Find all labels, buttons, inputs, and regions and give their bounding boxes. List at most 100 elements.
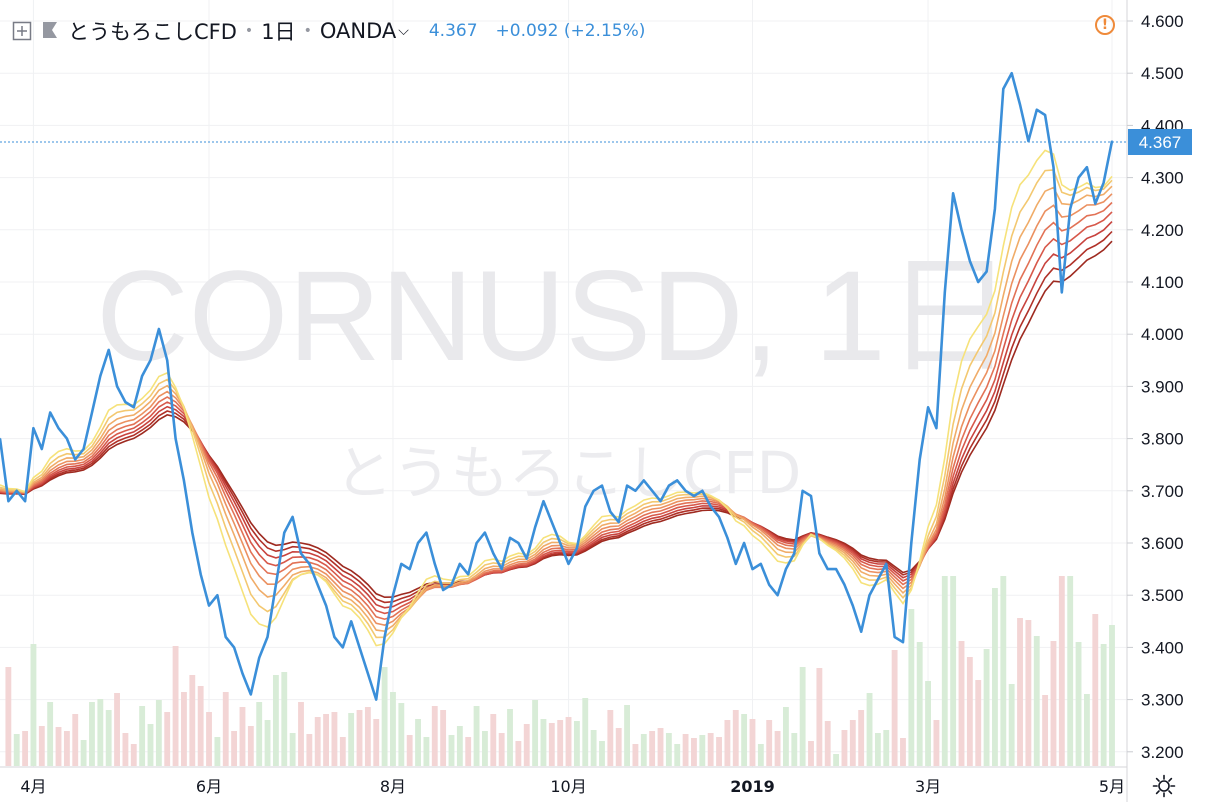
volume-bar <box>456 726 463 766</box>
volume-bar <box>523 724 530 766</box>
flag-icon[interactable] <box>42 21 58 41</box>
price-point <box>41 448 43 450</box>
time-axis[interactable]: 4月6月8月10月20193月5月7月 <box>20 777 1206 796</box>
price-point <box>283 531 286 534</box>
volume-bar <box>640 734 647 766</box>
volume-bar <box>63 731 70 766</box>
price-point <box>626 484 628 487</box>
volume-bar <box>197 686 204 766</box>
volume-bar <box>47 702 54 766</box>
volume-bar <box>833 754 840 766</box>
price-point <box>751 568 754 570</box>
price-point <box>1094 202 1097 205</box>
price-point <box>383 636 386 638</box>
volume-bar <box>398 703 405 766</box>
crosshair-add-icon[interactable] <box>12 21 32 41</box>
volume-bar <box>682 734 689 766</box>
volume-bar <box>1083 694 1090 766</box>
x-tick-label: 8月 <box>380 777 406 796</box>
price-point <box>885 563 888 565</box>
price-point <box>250 693 252 696</box>
volume-bar <box>1050 641 1057 766</box>
price-point <box>408 568 411 570</box>
price-point <box>877 578 879 581</box>
volume-bar <box>1067 576 1074 766</box>
volume-bar <box>231 731 238 766</box>
volume-bar <box>741 714 748 766</box>
volume-bar <box>331 712 338 766</box>
y-tick-label: 3.500 <box>1141 586 1184 605</box>
price-point <box>199 573 202 576</box>
volume-bar <box>97 699 104 766</box>
volume-bar <box>1000 576 1007 766</box>
price-point <box>960 229 963 231</box>
price-point <box>693 495 695 497</box>
price-point <box>567 563 570 565</box>
price-point <box>367 672 369 675</box>
price-point <box>985 270 988 273</box>
volume-bar <box>858 710 865 766</box>
price-point <box>642 479 645 482</box>
volume-bar <box>774 731 781 766</box>
y-tick-label: 4.100 <box>1141 273 1184 292</box>
price-point <box>952 192 954 195</box>
volume-bar <box>72 714 79 766</box>
price-point <box>1027 140 1030 142</box>
volume-bar <box>916 642 923 766</box>
volume-bar <box>532 700 539 766</box>
price-point <box>601 484 603 487</box>
volume-bar <box>1075 642 1082 766</box>
volume-bar <box>490 714 497 766</box>
price-point <box>66 437 68 440</box>
price-point <box>1019 103 1021 106</box>
price-point <box>484 531 486 534</box>
volume-bar <box>22 731 29 766</box>
volume-bar <box>348 713 355 766</box>
separator-dot: • <box>244 23 254 39</box>
volume-bar <box>808 741 814 766</box>
price-point <box>492 552 495 555</box>
volume-bar <box>1100 644 1107 766</box>
price-point <box>316 583 319 586</box>
volume-bar <box>1025 620 1032 766</box>
volume-bar <box>900 738 906 766</box>
interval-label[interactable]: 1日 <box>261 20 296 44</box>
volume-bar <box>130 744 137 766</box>
price-point <box>233 646 235 649</box>
volume-bar <box>13 734 20 766</box>
price-line <box>0 71 1114 701</box>
price-point <box>860 630 862 633</box>
volume-bar <box>139 706 146 766</box>
y-tick-label: 3.900 <box>1141 377 1184 396</box>
alert-icon[interactable]: ! <box>1095 15 1115 35</box>
volume-bar <box>381 667 388 766</box>
volume-bars <box>5 576 1115 766</box>
volume-bar <box>699 735 706 766</box>
symbol-name[interactable]: とうもろこしCFD <box>68 20 237 44</box>
price-point <box>191 531 194 534</box>
y-tick-label: 3.800 <box>1141 430 1184 449</box>
price-point <box>868 594 871 596</box>
volume-bar <box>548 723 555 766</box>
volume-bar <box>1092 614 1099 766</box>
price-point <box>927 406 929 409</box>
x-tick-label: 6月 <box>196 777 222 796</box>
price-point <box>1002 88 1005 90</box>
volume-bar <box>364 707 371 766</box>
chevron-down-icon[interactable]: ⌵ <box>398 23 409 39</box>
price-point <box>258 657 260 659</box>
volume-bar <box>5 667 12 766</box>
price-point <box>24 500 26 503</box>
volume-bar <box>1109 625 1115 766</box>
price-point <box>542 500 545 503</box>
settings-gear-icon[interactable] <box>1152 774 1176 798</box>
volume-bar <box>941 576 948 766</box>
volume-bar <box>908 609 915 766</box>
volume-bar <box>992 588 998 766</box>
volume-bar <box>624 705 630 766</box>
exchange-label[interactable]: OANDA <box>319 19 397 43</box>
volume-bar <box>172 646 179 766</box>
price-point <box>509 536 511 539</box>
volume-bar <box>356 710 363 766</box>
